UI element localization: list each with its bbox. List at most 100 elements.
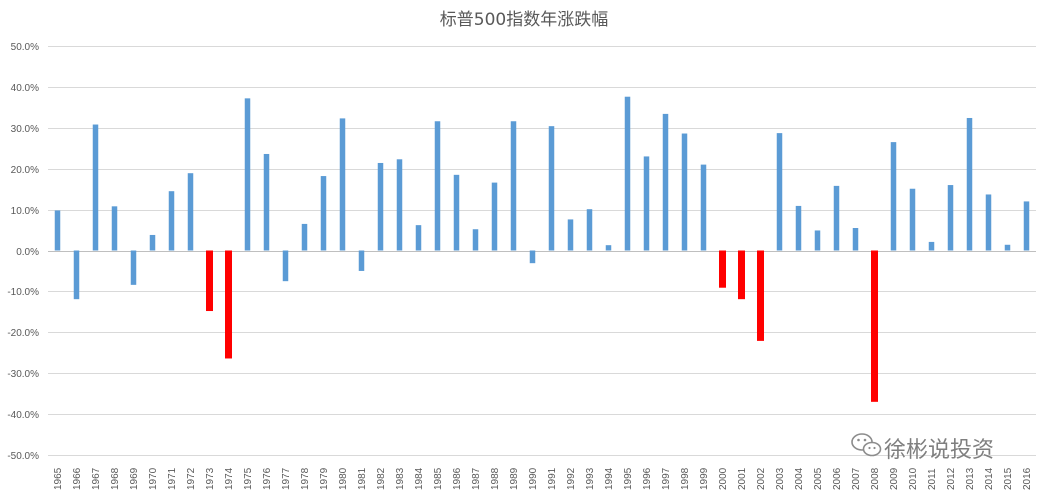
x-tick-label: 1974 — [224, 467, 235, 490]
bar-1993 — [586, 209, 593, 251]
x-tick-label: 1971 — [167, 467, 178, 490]
bar-1990 — [529, 250, 536, 264]
bar-2011 — [928, 241, 935, 251]
bar-1989 — [510, 121, 517, 251]
bar-1995 — [624, 96, 631, 251]
bar-2004 — [795, 205, 802, 251]
bar-2001 — [738, 250, 745, 300]
chart-title: 标普500指数年涨跌幅 — [440, 10, 608, 30]
bar-2005 — [814, 230, 821, 251]
bar-1979 — [320, 176, 327, 251]
x-tick-label: 1973 — [205, 467, 216, 490]
x-tick-label: 2003 — [775, 467, 786, 490]
x-tick-label: 1982 — [376, 467, 387, 490]
bar-2007 — [852, 228, 859, 251]
x-tick-label: 1995 — [623, 467, 634, 490]
bar-2016 — [1023, 201, 1030, 251]
x-tick-label: 1986 — [452, 467, 463, 490]
bar-1980 — [339, 118, 346, 251]
x-tick-label: 1968 — [110, 467, 121, 490]
x-tick-label: 1980 — [338, 467, 349, 490]
bar-2012 — [947, 185, 954, 251]
bar-1976 — [263, 153, 270, 251]
x-tick-label: 1988 — [490, 467, 501, 490]
x-tick-label: 2006 — [832, 467, 843, 490]
watermark-text: 徐彬说投资 — [884, 438, 994, 463]
x-tick-label: 1985 — [433, 467, 444, 490]
y-axis-tick-labels: 50.0% 40.0% 30.0% 20.0% 10.0% 0.0% -10.0% -20.0… — [7, 42, 39, 462]
x-tick-label: 1994 — [604, 467, 615, 490]
x-tick-label: 1970 — [148, 467, 159, 490]
x-tick-label: 2012 — [946, 467, 957, 490]
bar-2015 — [1004, 244, 1011, 251]
bar-1972 — [187, 173, 194, 251]
y-tick-label: -40.0% — [7, 410, 39, 421]
x-tick-label: 1965 — [53, 467, 64, 490]
bar-1988 — [491, 182, 498, 251]
bar-1965 — [54, 210, 61, 251]
x-tick-label: 2002 — [756, 467, 767, 490]
bar-1973 — [206, 250, 213, 312]
x-tick-label: 2007 — [851, 467, 862, 490]
x-tick-label: 1991 — [547, 467, 558, 490]
x-tick-label: 2010 — [908, 467, 919, 490]
bar-1970 — [149, 234, 156, 251]
x-tick-label: 2016 — [1022, 467, 1033, 490]
bar-1977 — [282, 250, 289, 282]
x-tick-label: 2009 — [889, 467, 900, 490]
bar-1982 — [377, 162, 384, 251]
bar-2014 — [985, 194, 992, 251]
watermark: 徐彬说投资 — [851, 433, 994, 463]
y-tick-label: 40.0% — [11, 83, 39, 94]
bar-2003 — [776, 133, 783, 251]
bar-1997 — [662, 113, 669, 251]
bar-1992 — [567, 219, 574, 251]
bar-2013 — [966, 117, 973, 251]
y-tick-label: 50.0% — [11, 42, 39, 53]
y-tick-label: -50.0% — [7, 451, 39, 462]
x-tick-label: 1984 — [414, 467, 425, 490]
x-tick-label: 1983 — [395, 467, 406, 490]
x-tick-label: 2005 — [813, 467, 824, 490]
bar-1991 — [548, 126, 555, 251]
x-tick-label: 1996 — [642, 467, 653, 490]
x-tick-label: 1967 — [91, 467, 102, 490]
wechat-icon — [851, 433, 882, 457]
y-tick-label: 10.0% — [11, 206, 39, 217]
x-tick-label: 1992 — [566, 467, 577, 490]
x-tick-label: 2001 — [737, 467, 748, 490]
x-tick-label: 1975 — [243, 467, 254, 490]
x-tick-label: 2008 — [870, 467, 881, 490]
y-tick-label: 20.0% — [11, 165, 39, 176]
bar-1971 — [168, 191, 175, 251]
bar-1983 — [396, 159, 403, 251]
bar-2000 — [719, 250, 726, 288]
bar-1968 — [111, 206, 118, 251]
bar-2010 — [909, 188, 916, 251]
x-tick-label: 1987 — [471, 467, 482, 490]
bar-1998 — [681, 133, 688, 251]
x-tick-label: 2011 — [927, 468, 938, 490]
x-tick-label: 2013 — [965, 467, 976, 490]
x-tick-label: 1976 — [262, 467, 273, 490]
y-tick-label: -20.0% — [7, 328, 39, 339]
bar-2008 — [871, 250, 878, 402]
bar-2009 — [890, 142, 897, 251]
bar-1978 — [301, 223, 308, 251]
y-tick-label: 30.0% — [11, 124, 39, 135]
x-tick-label: 1999 — [699, 467, 710, 490]
y-tick-label: 0.0% — [16, 247, 39, 258]
x-tick-label: 1981 — [357, 467, 368, 490]
y-tick-label: -30.0% — [7, 369, 39, 380]
x-tick-label: 1979 — [319, 467, 330, 490]
bar-1981 — [358, 250, 365, 271]
x-tick-label: 2015 — [1003, 467, 1014, 490]
bar-1975 — [244, 98, 251, 251]
bars — [54, 96, 1030, 402]
gridlines — [48, 46, 1036, 456]
bar-1986 — [453, 174, 460, 251]
x-tick-label: 2004 — [794, 467, 805, 490]
bar-1994 — [605, 245, 612, 251]
x-tick-label: 1978 — [300, 467, 311, 490]
x-tick-label: 1966 — [72, 467, 83, 490]
